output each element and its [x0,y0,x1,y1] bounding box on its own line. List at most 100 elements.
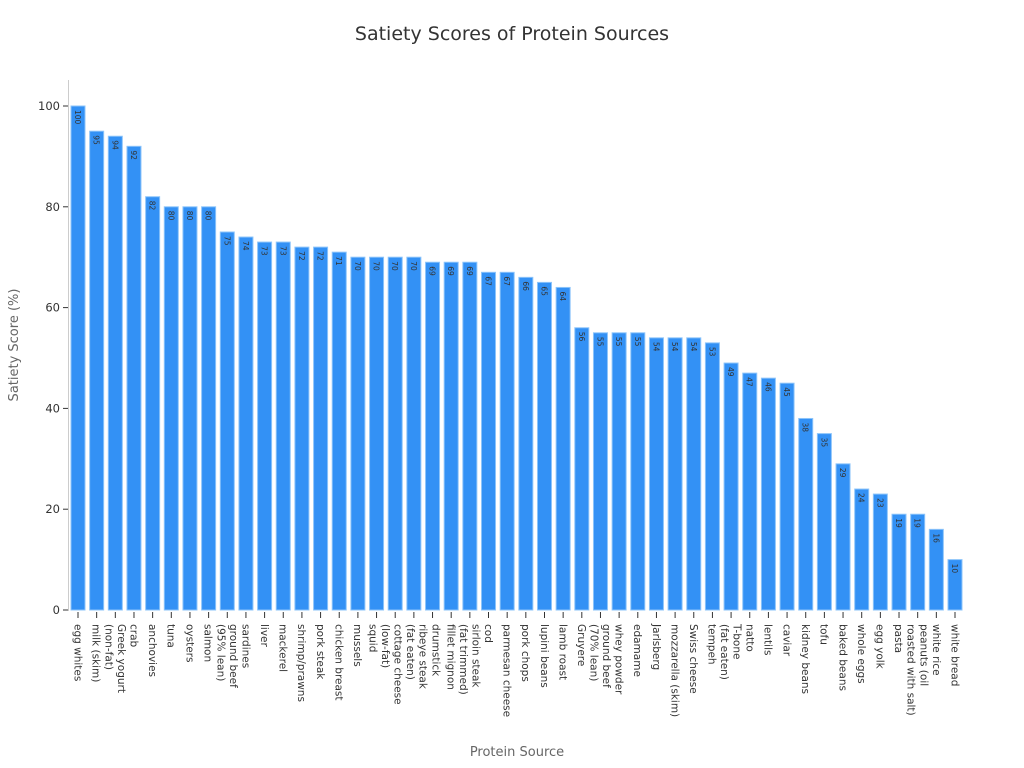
bar[interactable] [369,256,385,611]
bar[interactable] [798,417,814,611]
bar[interactable] [145,196,161,611]
bar[interactable] [779,382,795,611]
bar[interactable] [910,513,926,611]
bar[interactable] [854,488,870,611]
bar[interactable] [443,261,459,611]
x-tick-label: lupini beans [538,624,550,688]
bar[interactable] [294,246,310,611]
bar-value-label: 70 [372,261,381,271]
bar[interactable] [107,135,123,611]
bar-value-label: 70 [390,261,399,271]
bar-value-label: 66 [521,281,530,291]
bar-value-label: 67 [484,276,493,286]
bar[interactable] [163,206,179,611]
bar[interactable] [425,261,441,611]
x-tick-label: whole eggs [855,624,867,684]
bar[interactable] [592,332,608,611]
y-tick-label: 20 [45,502,60,516]
bar[interactable] [686,337,702,611]
bar[interactable] [648,337,664,611]
bar[interactable] [238,236,254,611]
bar[interactable] [126,145,142,611]
bar[interactable] [462,261,478,611]
x-tick-label: pasta [892,624,904,653]
x-tick-label: oysters [183,624,195,662]
x-tick-label: crab [128,624,140,648]
y-tick-label: 60 [45,301,60,315]
x-tick-label: T-bone [731,623,743,659]
bar-value-label: 75 [222,236,231,246]
bar-value-label: 10 [950,564,959,574]
bar[interactable] [89,130,105,611]
bar[interactable] [947,559,963,611]
bar-value-label: 80 [204,211,213,221]
bar[interactable] [835,463,851,611]
bar[interactable] [331,251,347,611]
x-tick-label: sirloin steak [469,624,481,688]
bar[interactable] [574,327,590,611]
x-tick-label: drumstick [429,624,441,677]
bar[interactable] [350,256,366,611]
y-axis-label: Satiety Score (%) [7,289,22,402]
bar[interactable] [219,231,235,611]
bar[interactable] [406,256,422,611]
bar-value-label: 24 [857,493,866,503]
x-tick-label: fillet mignon [444,624,456,690]
bar-value-label: 92 [129,150,138,160]
bar[interactable] [536,281,552,611]
x-tick-label: milk (skim) [90,624,102,682]
bar-value-label: 72 [316,251,325,261]
bar-value-label: 67 [502,276,511,286]
bar[interactable] [928,528,944,611]
x-tick-label: salmon [202,624,214,662]
bar[interactable] [499,271,515,611]
bar-value-label: 69 [428,266,437,276]
bar[interactable] [667,337,683,611]
bar-value-label: 38 [801,422,810,432]
x-tick-label: roasted with salt) [905,624,917,716]
bar[interactable] [816,433,832,611]
x-tick-label: peanuts (oil [917,624,929,686]
x-tick-label: ribeye steak [417,624,429,690]
x-tick-label: mackerel [277,624,289,672]
bar[interactable] [742,372,758,611]
bar[interactable] [313,246,329,611]
x-tick-label: cottage cheese [392,624,404,705]
bar[interactable] [275,241,291,611]
bar-value-label: 55 [595,337,604,347]
bar[interactable] [760,377,776,611]
bar-value-label: 65 [539,286,548,296]
x-tick-label: ground beef [600,624,612,688]
y-tick-label: 80 [45,200,60,214]
bar[interactable] [387,256,403,611]
bar-value-label: 69 [446,266,455,276]
bar[interactable] [70,105,86,611]
x-tick-label: tofu [818,624,830,645]
x-tick-label: white bread [948,624,960,686]
bars: 100 95 94 92 82 80 80 80 75 74 73 73 72 72 71 70 70 70 70 6… [70,105,963,611]
bar[interactable] [257,241,273,611]
bar-value-label: 23 [875,498,884,508]
x-tick-label: lentils [762,624,774,655]
x-tick-label: lamb roast [556,624,568,680]
bar-value-label: 29 [838,468,847,478]
bar-value-label: 95 [92,135,101,145]
x-tick-label: pork chops [519,624,531,682]
x-tick-label: white rice [930,624,942,676]
bar-value-label: 53 [707,347,716,357]
bar[interactable] [182,206,198,611]
bar[interactable] [481,271,497,611]
bar[interactable] [611,332,627,611]
bar[interactable] [518,276,534,611]
bar[interactable] [723,362,739,611]
bar[interactable] [630,332,646,611]
bar[interactable] [891,513,907,611]
bar[interactable] [704,342,720,611]
bar[interactable] [201,206,217,611]
x-tick-label: liver [258,624,270,648]
bar-value-label: 73 [260,246,269,256]
bar[interactable] [555,286,571,611]
bar-value-label: 100 [73,110,82,125]
bar[interactable] [872,493,888,611]
